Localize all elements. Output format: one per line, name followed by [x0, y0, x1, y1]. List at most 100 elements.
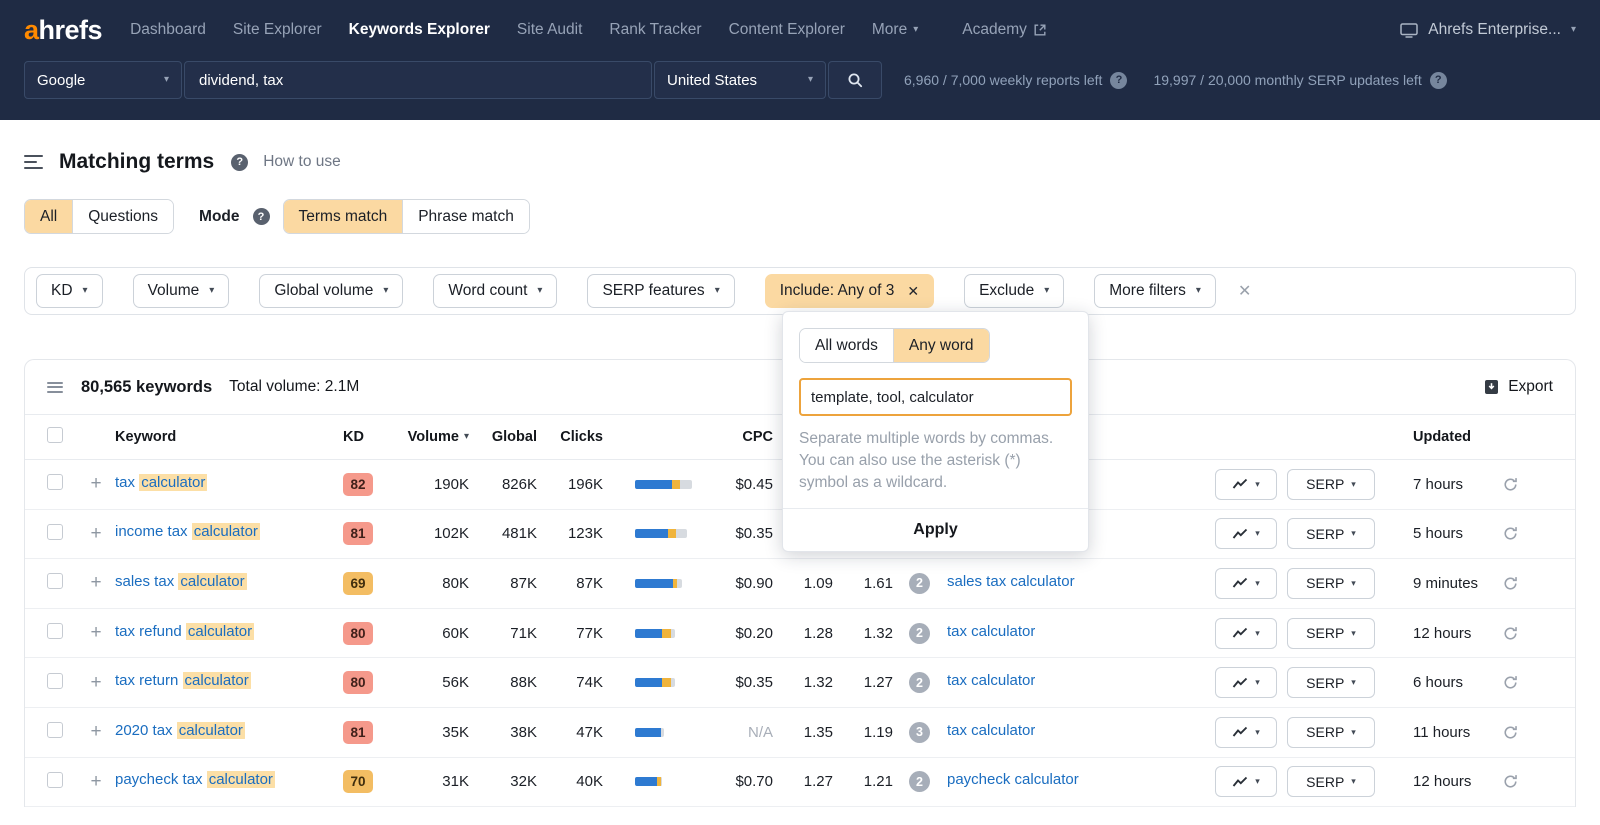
tab-terms-match[interactable]: Terms match — [284, 200, 404, 233]
serp-button[interactable]: SERP▾ — [1287, 667, 1375, 698]
trend-chart-button[interactable]: ▾ — [1215, 766, 1277, 797]
row-checkbox[interactable] — [47, 673, 63, 689]
add-keyword-button[interactable]: + — [81, 523, 111, 545]
row-checkbox[interactable] — [47, 623, 63, 639]
serp-button[interactable]: SERP▾ — [1287, 469, 1375, 500]
clicks-cell: 123K — [541, 525, 603, 542]
row-checkbox[interactable] — [47, 474, 63, 490]
clicks-distribution-bar — [635, 629, 703, 638]
close-icon: ✕ — [907, 283, 919, 300]
keyword-link[interactable]: paycheck tax calculator — [115, 771, 275, 788]
parent-topic-link[interactable]: sales tax calculator — [947, 573, 1075, 590]
global-volume-cell: 826K — [473, 476, 537, 493]
refresh-button[interactable] — [1497, 719, 1523, 745]
filter-global-volume[interactable]: Global volume▾ — [259, 274, 403, 308]
row-checkbox[interactable] — [47, 772, 63, 788]
add-keyword-button[interactable]: + — [81, 572, 111, 594]
help-icon[interactable]: ? — [1430, 72, 1447, 89]
reports-menu-icon[interactable] — [24, 155, 44, 170]
refresh-button[interactable] — [1497, 769, 1523, 795]
nav-item-keywords-explorer[interactable]: Keywords Explorer — [349, 21, 490, 39]
row-checkbox[interactable] — [47, 722, 63, 738]
serp-button[interactable]: SERP▾ — [1287, 766, 1375, 797]
filter-kd[interactable]: KD▾ — [36, 274, 103, 308]
tab-questions[interactable]: Questions — [73, 200, 173, 233]
refresh-button[interactable] — [1497, 670, 1523, 696]
nav-item-content-explorer[interactable]: Content Explorer — [729, 21, 845, 39]
filter-serp-features[interactable]: SERP features▾ — [587, 274, 734, 308]
filter-include-any-of-3[interactable]: Include: Any of 3✕ — [765, 274, 934, 308]
help-icon[interactable]: ? — [1110, 72, 1127, 89]
trend-chart-button[interactable]: ▾ — [1215, 667, 1277, 698]
help-icon[interactable]: ? — [231, 154, 248, 171]
serp-button[interactable]: SERP▾ — [1287, 717, 1375, 748]
nav-item-more[interactable]: More▾ — [872, 21, 918, 39]
keyword-link[interactable]: tax refund calculator — [115, 623, 254, 640]
add-keyword-button[interactable]: + — [81, 473, 111, 495]
account-menu[interactable]: Ahrefs Enterprise... ▾ — [1400, 21, 1576, 39]
refresh-icon — [1503, 774, 1518, 789]
filter-word-count[interactable]: Word count▾ — [433, 274, 557, 308]
keyword-link[interactable]: sales tax calculator — [115, 573, 247, 590]
tab-any-word[interactable]: Any word — [894, 329, 989, 362]
search-button[interactable] — [828, 61, 882, 99]
apply-button[interactable]: Apply — [913, 521, 957, 539]
serp-button[interactable]: SERP▾ — [1287, 568, 1375, 599]
keyword-text: paycheck tax — [115, 771, 207, 788]
trend-chart-button[interactable]: ▾ — [1215, 717, 1277, 748]
columns-menu-icon[interactable] — [47, 382, 64, 393]
serp-button[interactable]: SERP▾ — [1287, 518, 1375, 549]
mode-help-icon[interactable]: ? — [253, 208, 270, 225]
add-keyword-button[interactable]: + — [81, 771, 111, 793]
filter-exclude[interactable]: Exclude▾ — [964, 274, 1064, 308]
kd-badge: 69 — [343, 572, 373, 595]
chevron-down-icon: ▾ — [1044, 286, 1049, 296]
refresh-button[interactable] — [1497, 620, 1523, 646]
parent-topic-link[interactable]: tax calculator — [947, 722, 1035, 739]
keywords-query-input[interactable] — [184, 61, 652, 99]
country-select[interactable]: United States ▾ — [654, 61, 826, 99]
filter-volume[interactable]: Volume▾ — [133, 274, 230, 308]
parent-topic-count-badge: 2 — [909, 573, 930, 594]
row-checkbox[interactable] — [47, 524, 63, 540]
refresh-button[interactable] — [1497, 471, 1523, 497]
nav-item-dashboard[interactable]: Dashboard — [130, 21, 206, 39]
keyword-link[interactable]: tax calculator — [115, 474, 207, 491]
how-to-use-link[interactable]: How to use — [263, 153, 341, 171]
trend-chart-button[interactable]: ▾ — [1215, 618, 1277, 649]
tab-all[interactable]: All — [25, 200, 73, 233]
nav-item-site-audit[interactable]: Site Audit — [517, 21, 583, 39]
add-keyword-button[interactable]: + — [81, 672, 111, 694]
tab-phrase-match[interactable]: Phrase match — [403, 200, 529, 233]
filter-more-filters[interactable]: More filters▾ — [1094, 274, 1216, 308]
volume-sort-header[interactable]: Volume▾ — [393, 429, 469, 445]
trend-chart-button[interactable]: ▾ — [1215, 469, 1277, 500]
row-checkbox[interactable] — [47, 573, 63, 589]
chevron-down-icon: ▾ — [1351, 678, 1356, 687]
keyword-link[interactable]: 2020 tax calculator — [115, 722, 245, 739]
add-keyword-button[interactable]: + — [81, 622, 111, 644]
tab-all-words[interactable]: All words — [800, 329, 894, 362]
keyword-link[interactable]: tax return calculator — [115, 672, 251, 689]
parent-topic-link[interactable]: tax calculator — [947, 672, 1035, 689]
nav-item-academy[interactable]: Academy — [962, 21, 1046, 39]
include-words-input[interactable] — [799, 378, 1072, 416]
nav-item-site-explorer[interactable]: Site Explorer — [233, 21, 322, 39]
refresh-button[interactable] — [1497, 570, 1523, 596]
search-engine-select[interactable]: Google ▾ — [24, 61, 182, 99]
clear-filters-button[interactable]: ✕ — [1238, 281, 1251, 301]
add-keyword-button[interactable]: + — [81, 721, 111, 743]
trend-chart-button[interactable]: ▾ — [1215, 568, 1277, 599]
parent-topic-link[interactable]: tax calculator — [947, 623, 1035, 640]
trend-chart-button[interactable]: ▾ — [1215, 518, 1277, 549]
export-button[interactable]: Export — [1484, 378, 1553, 396]
serp-button[interactable]: SERP▾ — [1287, 618, 1375, 649]
keyword-link[interactable]: income tax calculator — [115, 523, 260, 540]
parent-topic-link[interactable]: paycheck calculator — [947, 771, 1079, 788]
volume-cell: 31K — [393, 773, 469, 790]
nav-item-rank-tracker[interactable]: Rank Tracker — [609, 21, 701, 39]
ahrefs-logo[interactable]: ahrefs — [24, 15, 102, 46]
bar-segment-blue — [635, 529, 668, 538]
refresh-button[interactable] — [1497, 521, 1523, 547]
select-all-checkbox[interactable] — [47, 427, 63, 443]
